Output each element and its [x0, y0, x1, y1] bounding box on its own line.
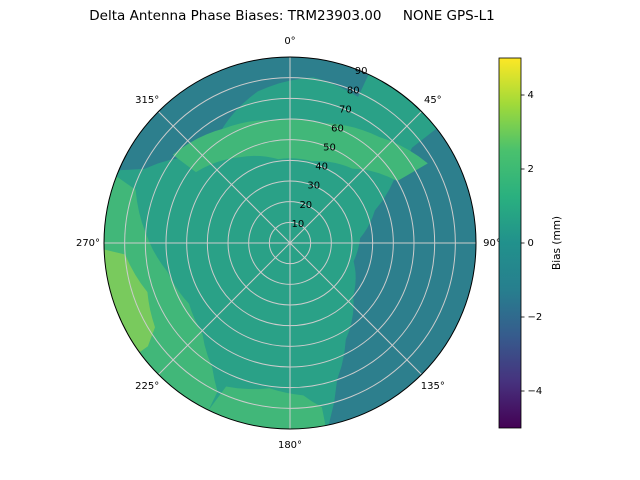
theta-tick-labels: 0° 45° 90° 135° 180° 225° 270° 315°	[76, 36, 501, 451]
contour-region-left-arc	[104, 176, 218, 411]
polar-grid	[104, 57, 476, 429]
r-tick-label: 50	[323, 143, 336, 154]
theta-tick-label: 270°	[76, 238, 100, 249]
contour-region-left-rim-patch	[104, 249, 155, 353]
r-tick-label: 30	[307, 181, 320, 192]
contour-region-top-rim-band	[118, 57, 369, 171]
theta-tick-label: 225°	[135, 381, 159, 392]
colorbar-tick-label: −2	[528, 312, 543, 323]
polar-outline	[103, 56, 477, 430]
colorbar: 4 2 0 −2 −4 Bias (mm)	[498, 57, 563, 429]
r-tick-label: 40	[315, 162, 328, 173]
theta-tick-label: 180°	[278, 440, 302, 451]
colorbar-tick-label: 0	[528, 238, 534, 249]
r-tick-label: 70	[339, 104, 352, 115]
contour-region-upper-arc	[172, 119, 428, 181]
colorbar-tick-label: 4	[528, 90, 534, 101]
colorbar-gradient	[498, 57, 522, 429]
colorbar-label: Bias (mm)	[551, 216, 563, 270]
theta-tick-label: 315°	[135, 95, 159, 106]
colorbar-tick-label: 2	[528, 164, 534, 175]
theta-tick-label: 135°	[421, 381, 445, 392]
r-tick-label: 90	[355, 66, 368, 77]
chart-title: Delta Antenna Phase Biases: TRM23903.00 …	[89, 8, 495, 24]
colorbar-tick-label: −4	[528, 386, 543, 397]
r-tick-label: 80	[347, 85, 360, 96]
contour-region-bottom-rim-arc	[208, 386, 326, 429]
theta-tick-label: 45°	[424, 95, 442, 106]
contour-region-right-lower	[328, 128, 476, 425]
r-tick-label: 60	[331, 123, 344, 134]
r-tick-label: 20	[299, 200, 312, 211]
r-tick-labels: 10 20 30 40 50 60 70 80 90	[292, 66, 368, 230]
theta-tick-label: 90°	[483, 238, 501, 249]
theta-tick-label: 0°	[284, 36, 295, 47]
r-tick-label: 10	[292, 219, 305, 230]
